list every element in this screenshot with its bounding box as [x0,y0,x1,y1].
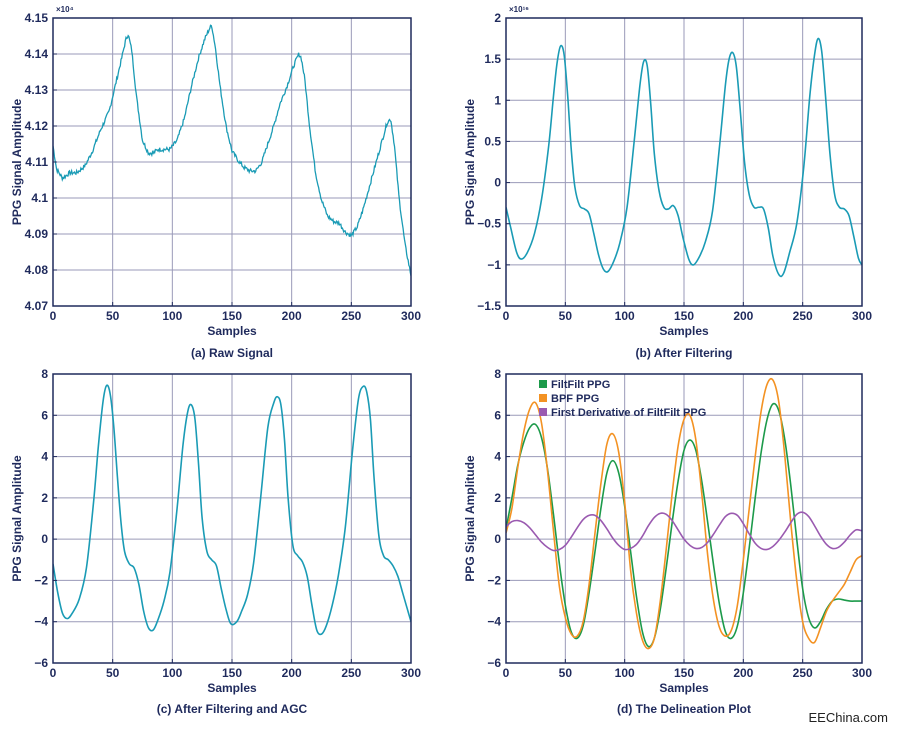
panel-after-filtering: 0 50 100 150 200 250 300 −1.5 −1 −0.5 0 0.5 1 1.5 2 ×10… [463,5,872,360]
y-tick-label: 4.15 [25,11,49,25]
x-tick-label: 100 [162,666,182,680]
y-tick-label: 8 [494,367,501,381]
x-tick-label: 300 [852,666,872,680]
x-tick-label: 50 [559,666,573,680]
x-tick-label: 250 [793,309,813,323]
series-line-2 [506,511,862,552]
y-tick-label: −1.5 [477,299,501,313]
y-tick-label: 4 [41,450,48,464]
x-tick-label: 250 [341,666,361,680]
series-line-0 [506,37,862,278]
x-tick-label: 300 [401,309,421,323]
x-axis-label: Samples [207,681,257,695]
y-tick-label: 4.08 [25,263,49,277]
y-tick-label: −1 [487,258,501,272]
x-tick-label: 100 [615,309,635,323]
panel-caption: (d) The Delineation Plot [617,702,751,716]
series-line-0 [53,24,411,277]
y-tick-label: 4.14 [25,47,49,61]
y-tick-label: 4.1 [31,191,48,205]
x-tick-label: 200 [733,666,753,680]
y-tick-label: 0 [41,532,48,546]
y-tick-label: 0 [494,532,501,546]
y-tick-label: −6 [487,656,501,670]
y-tick-label: 4.09 [25,227,49,241]
y-tick-label: −4 [34,615,48,629]
legend-swatch-1 [539,394,547,402]
x-tick-label: 300 [852,309,872,323]
y-tick-label: −4 [487,615,501,629]
legend-swatch-0 [539,380,547,388]
x-tick-label: 0 [503,309,510,323]
y-tick-label: −6 [34,656,48,670]
series-group [53,24,411,277]
y-axis-label: PPG Signal Amplitude [463,455,477,582]
y-tick-label: 0.5 [484,134,501,148]
y-tick-label: −0.5 [477,217,501,231]
series-line-0 [53,384,411,636]
y-tick-label: 2 [494,491,501,505]
y-tick-label: 4.13 [25,83,49,97]
y-tick-label: 1 [494,93,501,107]
panel-after-filtering-agc: 0 50 100 150 200 250 300 −6 −4 −2 0 2 4 6 8 Samples PPG … [10,367,421,716]
panel-caption: (a) Raw Signal [191,346,273,360]
x-tick-label: 300 [401,666,421,680]
x-tick-label: 50 [106,666,120,680]
y-tick-label: 6 [41,408,48,422]
x-tick-label: 250 [793,666,813,680]
panel-caption: (c) After Filtering and AGC [157,702,308,716]
series-group [506,37,862,278]
series-line-1 [506,377,862,650]
x-tick-label: 0 [50,666,57,680]
legend-label-0: FiltFilt PPG [551,379,610,391]
y-tick-label: 0 [494,176,501,190]
y-tick-label: 4.12 [25,119,49,133]
exponent-label: ×10⁴ [56,5,74,14]
x-tick-label: 0 [503,666,510,680]
watermark-text: EEChina.com [809,710,888,725]
y-tick-label: 2 [494,11,501,25]
x-tick-label: 150 [222,309,242,323]
x-tick-label: 150 [674,309,694,323]
exponent-label: ×10¹⁶ [509,5,529,14]
legend-label-1: BPF PPG [551,393,599,405]
x-tick-label: 100 [162,309,182,323]
y-axis-label: PPG Signal Amplitude [10,455,24,582]
x-axis-label: Samples [207,324,257,338]
y-tick-label: 8 [41,367,48,381]
legend-swatch-2 [539,408,547,416]
x-tick-label: 150 [222,666,242,680]
y-tick-label: −2 [34,573,48,587]
y-tick-label: −2 [487,573,501,587]
y-tick-label: 4.07 [25,299,49,313]
series-group [53,384,411,636]
y-tick-label: 1.5 [484,52,501,66]
x-tick-label: 200 [282,309,302,323]
panel-caption: (b) After Filtering [636,346,733,360]
x-tick-label: 100 [615,666,635,680]
panel-delineation-plot: 0 50 100 150 200 250 300 −6 −4 −2 0 2 4 6 8 Samples PPG … [463,367,872,716]
y-axis-label: PPG Signal Amplitude [463,99,477,226]
y-tick-label: 4.11 [25,155,48,169]
x-tick-label: 0 [50,309,57,323]
x-tick-label: 50 [559,309,573,323]
x-tick-label: 50 [106,309,120,323]
panel-raw-signal: 0 50 100 150 200 250 300 4.07 4.08 4.09 4.1 4.11 4.1… [10,5,421,360]
y-tick-label: 6 [494,408,501,422]
x-axis-label: Samples [659,681,709,695]
x-tick-label: 150 [674,666,694,680]
y-tick-label: 4 [494,450,501,464]
x-axis-label: Samples [659,324,709,338]
legend-label-2: First Derivative of FiltFilt PPG [551,407,706,419]
series-line-0 [506,402,862,648]
x-tick-label: 200 [282,666,302,680]
y-tick-label: 2 [41,491,48,505]
y-axis-label: PPG Signal Amplitude [10,99,24,226]
x-tick-label: 200 [733,309,753,323]
series-group [506,377,862,650]
x-tick-label: 250 [341,309,361,323]
